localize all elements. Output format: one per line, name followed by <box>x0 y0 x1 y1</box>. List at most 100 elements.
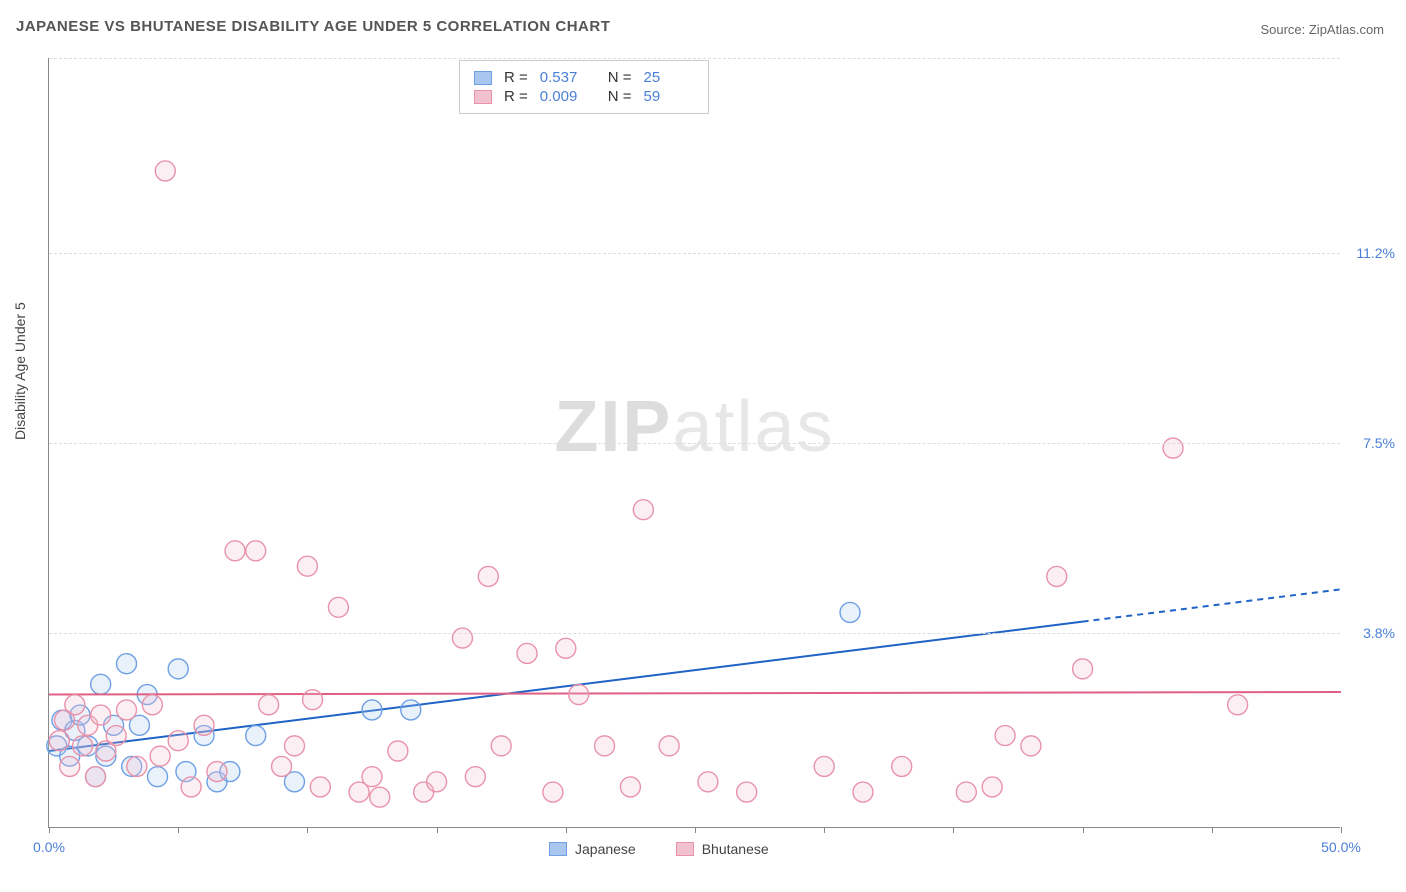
x-tick <box>953 827 954 833</box>
r-value: 0.537 <box>540 69 590 86</box>
n-label: N = <box>608 69 632 86</box>
data-point <box>892 756 912 776</box>
legend-swatch <box>676 842 694 856</box>
x-tick-label: 50.0% <box>1321 839 1361 855</box>
legend-item: Bhutanese <box>676 841 769 857</box>
x-tick <box>178 827 179 833</box>
data-point <box>284 736 304 756</box>
x-tick <box>566 827 567 833</box>
chart-title: JAPANESE VS BHUTANESE DISABILITY AGE UND… <box>16 18 610 35</box>
data-point <box>73 736 93 756</box>
legend-item: Japanese <box>549 841 636 857</box>
data-point <box>659 736 679 756</box>
data-point <box>91 674 111 694</box>
data-point <box>1021 736 1041 756</box>
data-point <box>142 695 162 715</box>
data-point <box>982 777 1002 797</box>
data-point <box>698 772 718 792</box>
data-point <box>106 726 126 746</box>
data-point <box>60 756 80 776</box>
data-point <box>1073 659 1093 679</box>
data-point <box>49 731 69 751</box>
data-point <box>91 705 111 725</box>
y-tick-label: 3.8% <box>1363 625 1395 641</box>
legend-row: R = 0.537 N = 25 <box>474 69 694 86</box>
data-point <box>595 736 615 756</box>
data-point <box>737 782 757 802</box>
data-point <box>853 782 873 802</box>
data-point <box>478 566 498 586</box>
series-legend: Japanese Bhutanese <box>549 841 769 857</box>
data-point <box>840 602 860 622</box>
data-point <box>1047 566 1067 586</box>
x-tick-label: 0.0% <box>33 839 65 855</box>
data-point <box>427 772 447 792</box>
data-point <box>207 762 227 782</box>
r-value: 0.009 <box>540 88 590 105</box>
n-label: N = <box>608 88 632 105</box>
data-point <box>452 628 472 648</box>
data-point <box>117 654 137 674</box>
legend-label: Japanese <box>575 841 636 857</box>
data-point <box>246 726 266 746</box>
data-point <box>569 685 589 705</box>
data-point <box>259 695 279 715</box>
x-tick <box>695 827 696 833</box>
data-point <box>65 695 85 715</box>
x-tick <box>437 827 438 833</box>
data-point <box>150 746 170 766</box>
data-point <box>246 541 266 561</box>
legend-label: Bhutanese <box>702 841 769 857</box>
grid-line <box>49 58 1340 59</box>
n-value: 25 <box>644 69 694 86</box>
correlation-legend: R = 0.537 N = 25 R = 0.009 N = 59 <box>459 60 709 114</box>
legend-swatch <box>549 842 567 856</box>
data-point <box>362 700 382 720</box>
data-point <box>168 659 188 679</box>
data-point <box>225 541 245 561</box>
plot-area: ZIPatlas R =0.537N =25R =0.009N =59 Japa… <box>48 58 1340 828</box>
data-point <box>401 700 421 720</box>
data-point <box>995 726 1015 746</box>
x-tick <box>1341 827 1342 833</box>
data-point <box>370 787 390 807</box>
data-point <box>155 161 175 181</box>
y-tick-label: 11.2% <box>1356 245 1395 261</box>
legend-swatch <box>474 90 492 104</box>
data-point <box>1228 695 1248 715</box>
legend-row: R = 0.009 N = 59 <box>474 88 694 105</box>
x-tick <box>1083 827 1084 833</box>
r-label: R = <box>504 69 528 86</box>
data-point <box>127 756 147 776</box>
data-point <box>194 715 214 735</box>
n-value: 59 <box>644 88 694 105</box>
data-point <box>297 556 317 576</box>
y-tick-label: 7.5% <box>1363 435 1395 451</box>
source-attribution: Source: ZipAtlas.com <box>1260 22 1384 37</box>
data-point <box>956 782 976 802</box>
data-point <box>168 731 188 751</box>
data-point <box>620 777 640 797</box>
grid-line <box>49 633 1340 634</box>
data-point <box>181 777 201 797</box>
data-point <box>362 767 382 787</box>
grid-line <box>49 253 1340 254</box>
data-point <box>517 643 537 663</box>
grid-line <box>49 443 1340 444</box>
data-point <box>303 690 323 710</box>
x-tick <box>307 827 308 833</box>
r-label: R = <box>504 88 528 105</box>
regression-line <box>49 692 1341 695</box>
data-point <box>388 741 408 761</box>
data-point <box>1163 438 1183 458</box>
x-tick <box>1212 827 1213 833</box>
data-point <box>556 638 576 658</box>
data-point <box>148 767 168 787</box>
y-axis-label: Disability Age Under 5 <box>12 302 28 440</box>
data-point <box>117 700 137 720</box>
data-point <box>272 756 292 776</box>
data-point <box>543 782 563 802</box>
data-point <box>814 756 834 776</box>
data-point <box>328 597 348 617</box>
data-point <box>86 767 106 787</box>
